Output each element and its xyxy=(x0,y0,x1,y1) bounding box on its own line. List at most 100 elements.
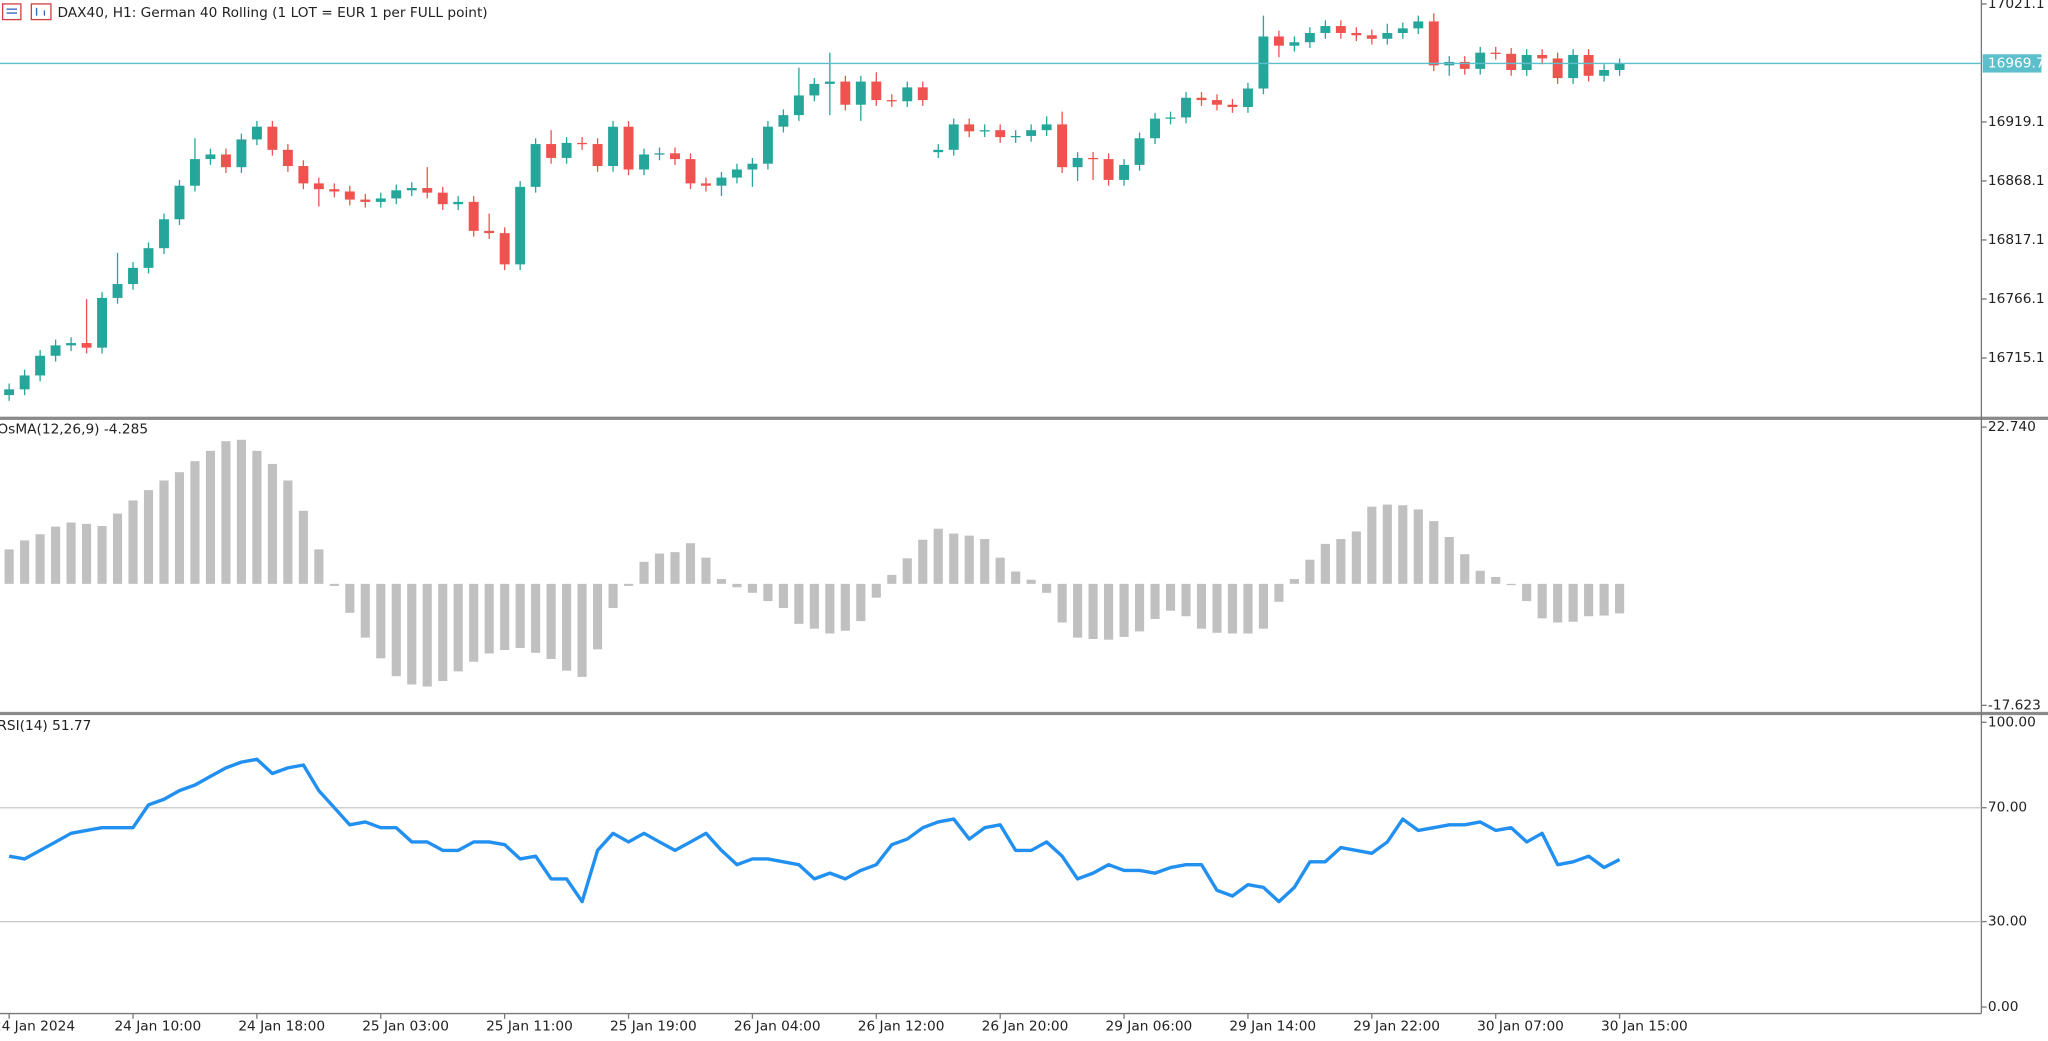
candle-body xyxy=(1196,97,1207,101)
histogram-bar xyxy=(918,539,928,584)
candle-body xyxy=(236,139,247,168)
menu-icon[interactable] xyxy=(1,3,22,21)
histogram-bar xyxy=(654,553,665,584)
histogram-bar xyxy=(593,583,603,650)
x-tick-label: 30 Jan 07:00 xyxy=(1477,1019,1564,1035)
histogram-bar xyxy=(4,549,14,584)
candle-body xyxy=(205,154,216,160)
x-tick-label: 24 Jan 10:00 xyxy=(114,1019,201,1035)
histogram-bar xyxy=(112,513,123,584)
candle-body xyxy=(282,149,293,167)
histogram-bar xyxy=(825,583,835,634)
candle-body xyxy=(1057,124,1068,168)
histogram-bar xyxy=(1522,583,1532,602)
histogram-bar xyxy=(190,461,200,584)
histogram-bar xyxy=(1212,583,1222,633)
histogram-bar xyxy=(128,500,138,584)
y-tick-label: 16766.1 xyxy=(1988,291,2045,307)
histogram-bar xyxy=(205,450,216,584)
histogram-bar xyxy=(639,561,649,584)
x-tick-label: 25 Jan 19:00 xyxy=(610,1019,697,1035)
histogram-bar xyxy=(81,523,92,584)
candle-body xyxy=(1552,58,1563,79)
candle-body xyxy=(298,166,309,184)
x-tick-label: 25 Jan 11:00 xyxy=(486,1019,573,1035)
histogram-bar xyxy=(1289,579,1299,584)
histogram-bar xyxy=(1584,583,1594,617)
x-tick-label: 26 Jan 04:00 xyxy=(734,1019,821,1035)
candle-body xyxy=(220,154,231,168)
candle-body xyxy=(1212,100,1222,105)
histogram-bar xyxy=(747,583,757,593)
histogram-bar xyxy=(1119,583,1129,637)
histogram-bar xyxy=(1398,505,1408,584)
candle-body xyxy=(391,190,402,199)
histogram-bar xyxy=(1243,583,1253,634)
histogram-bar xyxy=(871,583,881,598)
histogram-bar xyxy=(1305,559,1315,584)
candle-body xyxy=(670,153,680,160)
histogram-bar xyxy=(376,583,386,659)
histogram-bar xyxy=(267,463,277,584)
candle-body xyxy=(654,153,665,155)
histogram-bar xyxy=(252,450,262,584)
histogram-bar xyxy=(1553,583,1563,623)
candle-body xyxy=(143,248,154,268)
candle-body xyxy=(375,198,386,202)
chart-icon[interactable] xyxy=(30,3,52,21)
candle-body xyxy=(499,233,510,265)
histogram-bar xyxy=(1150,583,1160,620)
candle-body xyxy=(1537,54,1548,59)
candle-body xyxy=(1413,21,1424,29)
histogram-bar xyxy=(329,583,339,586)
candle-body xyxy=(406,188,417,191)
y-tick-label: 30.00 xyxy=(1988,914,2027,930)
histogram-bar xyxy=(97,525,107,584)
x-tick-label: 30 Jan 15:00 xyxy=(1601,1019,1688,1035)
candle-body xyxy=(97,297,108,348)
candle-body xyxy=(546,144,557,158)
candle-body xyxy=(1428,21,1439,66)
y-tick-label: 16715.1 xyxy=(1988,350,2045,366)
x-tick-label: 25 Jan 03:00 xyxy=(362,1019,449,1035)
candle-body xyxy=(933,149,944,153)
candle-body xyxy=(530,144,541,187)
histogram-bar xyxy=(283,480,293,584)
candle-body xyxy=(1459,61,1470,69)
y-tick-label: 16817.1 xyxy=(1988,232,2045,248)
histogram-bar xyxy=(1382,504,1392,584)
candle-body xyxy=(1088,157,1099,160)
rsi-line xyxy=(8,757,1621,904)
candle-body xyxy=(66,343,77,346)
candle-body xyxy=(1165,117,1176,119)
y-tick-label: 16868.1 xyxy=(1988,173,2045,189)
candle-body xyxy=(824,81,835,84)
price-label: 16969.7 xyxy=(1988,55,2045,71)
candle-body xyxy=(112,284,123,298)
candle-body xyxy=(639,154,649,170)
candle-body xyxy=(484,230,495,234)
candle-body xyxy=(1320,26,1331,33)
candle-body xyxy=(1150,118,1161,139)
candle-body xyxy=(422,188,433,193)
histogram-bar xyxy=(1351,531,1361,584)
candle-body xyxy=(1475,52,1486,69)
candle-body xyxy=(267,126,278,150)
histogram-bar xyxy=(391,583,401,677)
candle-body xyxy=(1289,42,1300,46)
chart-title: DAX40, H1: German 40 Rolling (1 LOT = EU… xyxy=(57,5,487,21)
histogram-bar xyxy=(314,549,324,584)
histogram-bar xyxy=(716,579,727,584)
histogram-bar xyxy=(980,539,990,584)
candle-body xyxy=(778,115,789,127)
candle-body xyxy=(128,267,138,285)
histogram-bar xyxy=(546,583,556,659)
histogram-bar xyxy=(20,540,30,584)
histogram-bar xyxy=(887,574,897,584)
candle-body xyxy=(1382,32,1393,39)
candle-body xyxy=(1335,26,1346,33)
candle-body xyxy=(4,389,15,396)
x-tick-label: 29 Jan 22:00 xyxy=(1353,1019,1440,1035)
candle-body xyxy=(623,126,634,170)
histogram-bar xyxy=(1026,579,1036,584)
